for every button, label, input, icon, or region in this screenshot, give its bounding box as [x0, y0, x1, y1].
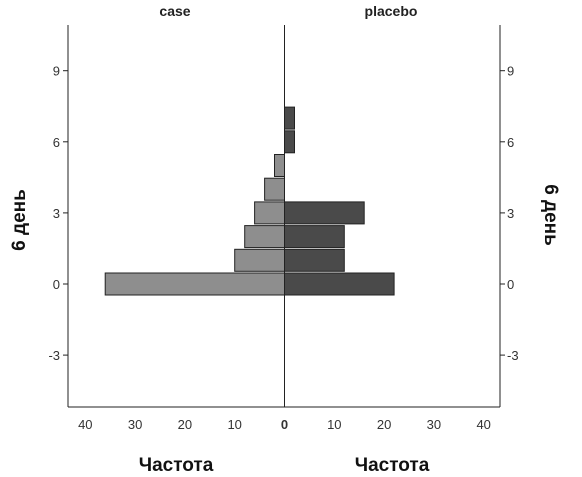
bar-case-3 [254, 201, 286, 225]
y-ticks-group: 9 9 6 6 3 3 0 0 -3 -3 [48, 64, 518, 363]
x-tick-label-left: 10 [227, 417, 241, 432]
bars-group [104, 106, 395, 296]
bar-placebo-7 [284, 106, 295, 130]
y-tick-label-right: 3 [507, 206, 514, 221]
x-tick-label-right: 40 [476, 417, 490, 432]
bar-case-4 [264, 177, 286, 201]
bar-placebo-0 [284, 272, 395, 296]
x-tick-label-right: 10 [327, 417, 341, 432]
bar-case-2 [244, 225, 285, 249]
bar-placebo-6 [284, 130, 295, 154]
x-tick-label-right: 30 [427, 417, 441, 432]
y-tick-label-right: 9 [507, 64, 514, 79]
y-tick-label-left: 0 [53, 277, 60, 292]
x-tick-label-left: 20 [178, 417, 192, 432]
x-tick-label-right: 0 [281, 417, 288, 432]
bar-case-1 [234, 248, 285, 272]
x-tick-label-left: 40 [78, 417, 92, 432]
x-axis-title-right: Частота [355, 455, 430, 476]
x-ticks-group: 40 30 20 10 0 10 20 30 40 [78, 417, 491, 432]
panel-title-case: case [159, 3, 190, 19]
x-tick-label-right: 20 [377, 417, 391, 432]
x-axis-title-left: Частота [139, 455, 214, 476]
y-tick-label-left: 6 [53, 135, 60, 150]
y-tick-label-left: 3 [53, 206, 60, 221]
y-tick-label-right: -3 [507, 348, 519, 363]
y-tick-label-left: -3 [48, 348, 60, 363]
y-tick-label-right: 6 [507, 135, 514, 150]
bar-placebo-2 [284, 225, 345, 249]
bar-case-0 [104, 272, 285, 296]
y-axis-title-left: 6 день [9, 189, 30, 251]
y-axis-title-right: 6 день [540, 184, 561, 246]
bar-case-5 [274, 154, 285, 177]
bar-placebo-1 [284, 248, 345, 272]
y-tick-label-right: 0 [507, 277, 514, 292]
bar-placebo-3 [284, 201, 365, 225]
y-tick-label-left: 9 [53, 64, 60, 79]
x-tick-label-left: 30 [128, 417, 142, 432]
panel-title-placebo: placebo [365, 3, 418, 19]
